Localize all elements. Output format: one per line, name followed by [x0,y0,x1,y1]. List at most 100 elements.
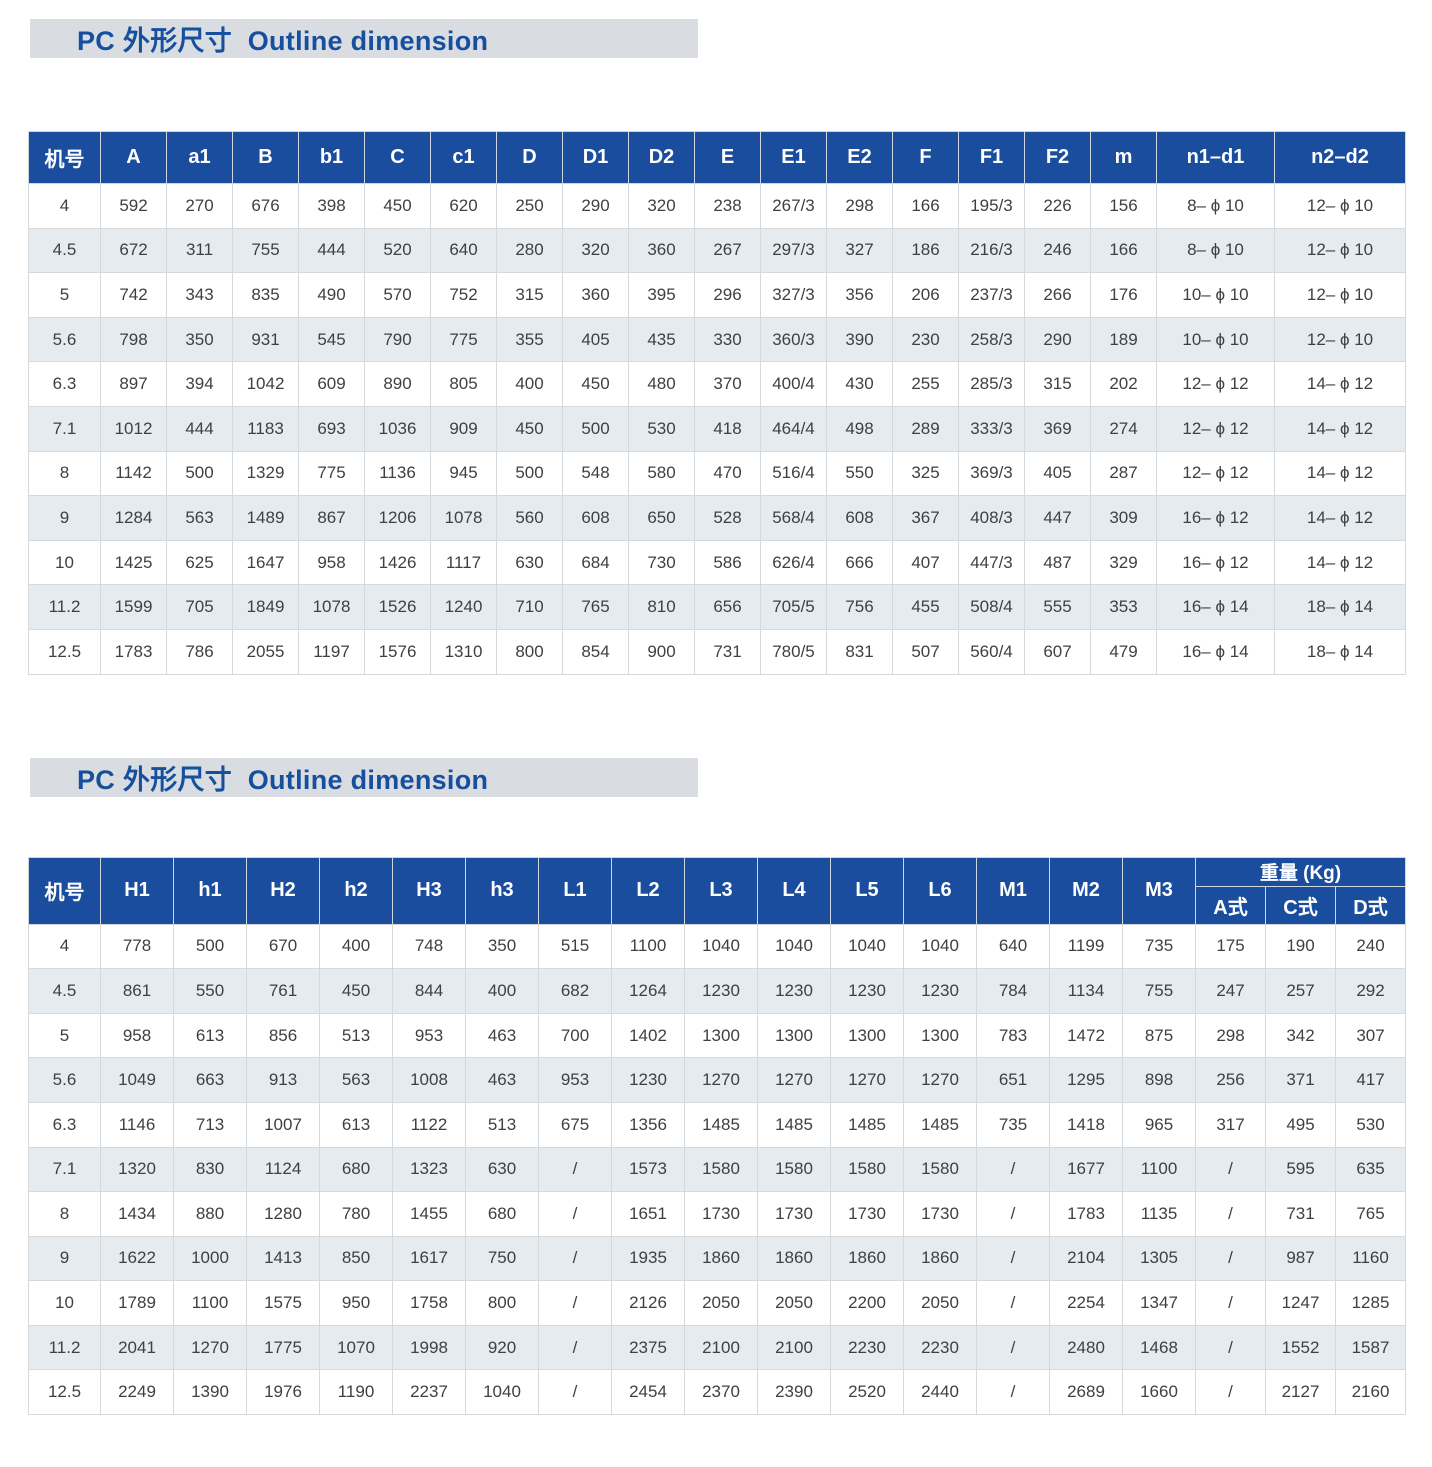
table-cell: / [538,1324,612,1371]
table-cell: 2050 [903,1280,977,1326]
table-cell: / [538,1235,612,1282]
table-cell: 355 [496,316,563,363]
table-cell: 563 [319,1057,393,1103]
table-cell: 684 [562,539,629,586]
table-cell: 1789 [100,1280,174,1326]
table-cell: 8– ϕ 10 [1156,227,1275,274]
table-cell: 10– ϕ 10 [1156,316,1275,363]
table-cell: 353 [1090,584,1157,630]
table-cell: 12– ϕ 12 [1156,361,1275,407]
table-cell: 530 [628,405,695,452]
column-header: B [232,131,299,184]
table-cell: 176 [1090,272,1157,318]
column-header: A [100,131,167,184]
table-cell: 2230 [903,1324,977,1371]
table-cell: 1100 [611,923,685,970]
table-cell: 1310 [430,628,497,675]
table-cell: 190 [1265,923,1336,970]
table-cell: 625 [166,539,233,586]
table-row: 11.2 2041 1270 1775 1070 1998 920/2375 2100 2100… [28,1324,1406,1371]
table-cell: 2237 [392,1369,466,1416]
column-header: n1–d1 [1156,131,1275,184]
table-cell: 166 [892,183,959,229]
row-label: 7.1 [28,405,101,452]
section2-title: PC 外形尺寸 Outline dimension [77,764,489,795]
table-cell: 650 [628,495,695,541]
outline-dimension-table-2: 机号 H1 h1 H2 h2 H3 h3 L1 L2 L3 L4 L5 L6 M1 M2 M3 重量 (Kg) A… [28,856,1406,1416]
column-header: L4 [757,856,831,925]
table-cell: 613 [319,1101,393,1148]
table-cell: 315 [1024,361,1091,407]
table-cell: 608 [562,495,629,541]
table-cell: 1160 [1335,1235,1406,1282]
table-cell: 226 [1024,183,1091,229]
table-cell: 1247 [1265,1280,1336,1326]
table-cell: 267/3 [760,183,827,229]
table-cell: 14– ϕ 12 [1274,405,1406,452]
table-cell: 266 [1024,272,1091,318]
table-cell: 586 [694,539,761,586]
table-cell: 545 [298,316,365,363]
table-cell: 350 [166,316,233,363]
table-cell: 1413 [246,1235,320,1282]
column-header: H2 [246,856,320,925]
table-cell: 327 [826,227,893,274]
table-cell: 16– ϕ 14 [1156,584,1275,630]
table-cell: / [1195,1146,1266,1193]
table-cell: 16– ϕ 14 [1156,628,1275,675]
table-cell: 450 [496,405,563,452]
column-header: D2 [628,131,695,184]
table-cell: 958 [298,539,365,586]
table-cell: 12– ϕ 12 [1156,450,1275,497]
table-cell: 1040 [684,923,758,970]
column-header: H3 [392,856,466,925]
table-cell: 613 [173,1012,247,1059]
table-cell: 563 [166,495,233,541]
table-cell: 1730 [903,1191,977,1237]
table-cell: 1472 [1049,1012,1123,1059]
table-cell: 1230 [611,1057,685,1103]
table-cell: 166 [1090,227,1157,274]
table-cell: 408/3 [958,495,1025,541]
table-cell: 1485 [684,1101,758,1148]
table-cell: 1270 [830,1057,904,1103]
table-cell: 1008 [392,1057,466,1103]
table-cell: 1230 [830,968,904,1014]
table-cell: 1040 [903,923,977,970]
table-cell: 1078 [298,584,365,630]
table-cell: 360 [562,272,629,318]
table-cell: 289 [892,405,959,452]
table-cell: 500 [562,405,629,452]
column-header: D [496,131,563,184]
table-cell: 670 [246,923,320,970]
table-cell: 12– ϕ 10 [1274,227,1406,274]
table-cell: 14– ϕ 12 [1274,495,1406,541]
table-cell: 2370 [684,1369,758,1416]
table-cell: 1007 [246,1101,320,1148]
table-cell: 1300 [830,1012,904,1059]
row-label: 10 [28,1280,101,1326]
table-cell: 1300 [684,1012,758,1059]
table-cell: 595 [1265,1146,1336,1193]
table-cell: 1576 [364,628,431,675]
table-cell: 1390 [173,1369,247,1416]
table-cell: 1775 [246,1324,320,1371]
table-cell: 287 [1090,450,1157,497]
row-label: 7.1 [28,1146,101,1193]
table-cell: 854 [562,628,629,675]
column-header: F1 [958,131,1025,184]
table-cell: 656 [694,584,761,630]
table-row: 4 778 500 670 400 748 350 515 1100 1040 1040 1040 10… [28,923,1406,970]
table-cell: 1651 [611,1191,685,1237]
table-cell: 240 [1335,923,1406,970]
table-cell: 1206 [364,495,431,541]
table-row: 8 1434 880 1280 780 1455 680/1651 1730 1730 1730 1… [28,1191,1406,1237]
table-cell: 630 [465,1146,539,1193]
table-cell: 371 [1265,1057,1336,1103]
table-cell: 1580 [757,1146,831,1193]
table-cell: 238 [694,183,761,229]
table-cell: 450 [562,361,629,407]
table-cell: 418 [694,405,761,452]
table-cell: 14– ϕ 12 [1274,539,1406,586]
table-cell: 195/3 [958,183,1025,229]
